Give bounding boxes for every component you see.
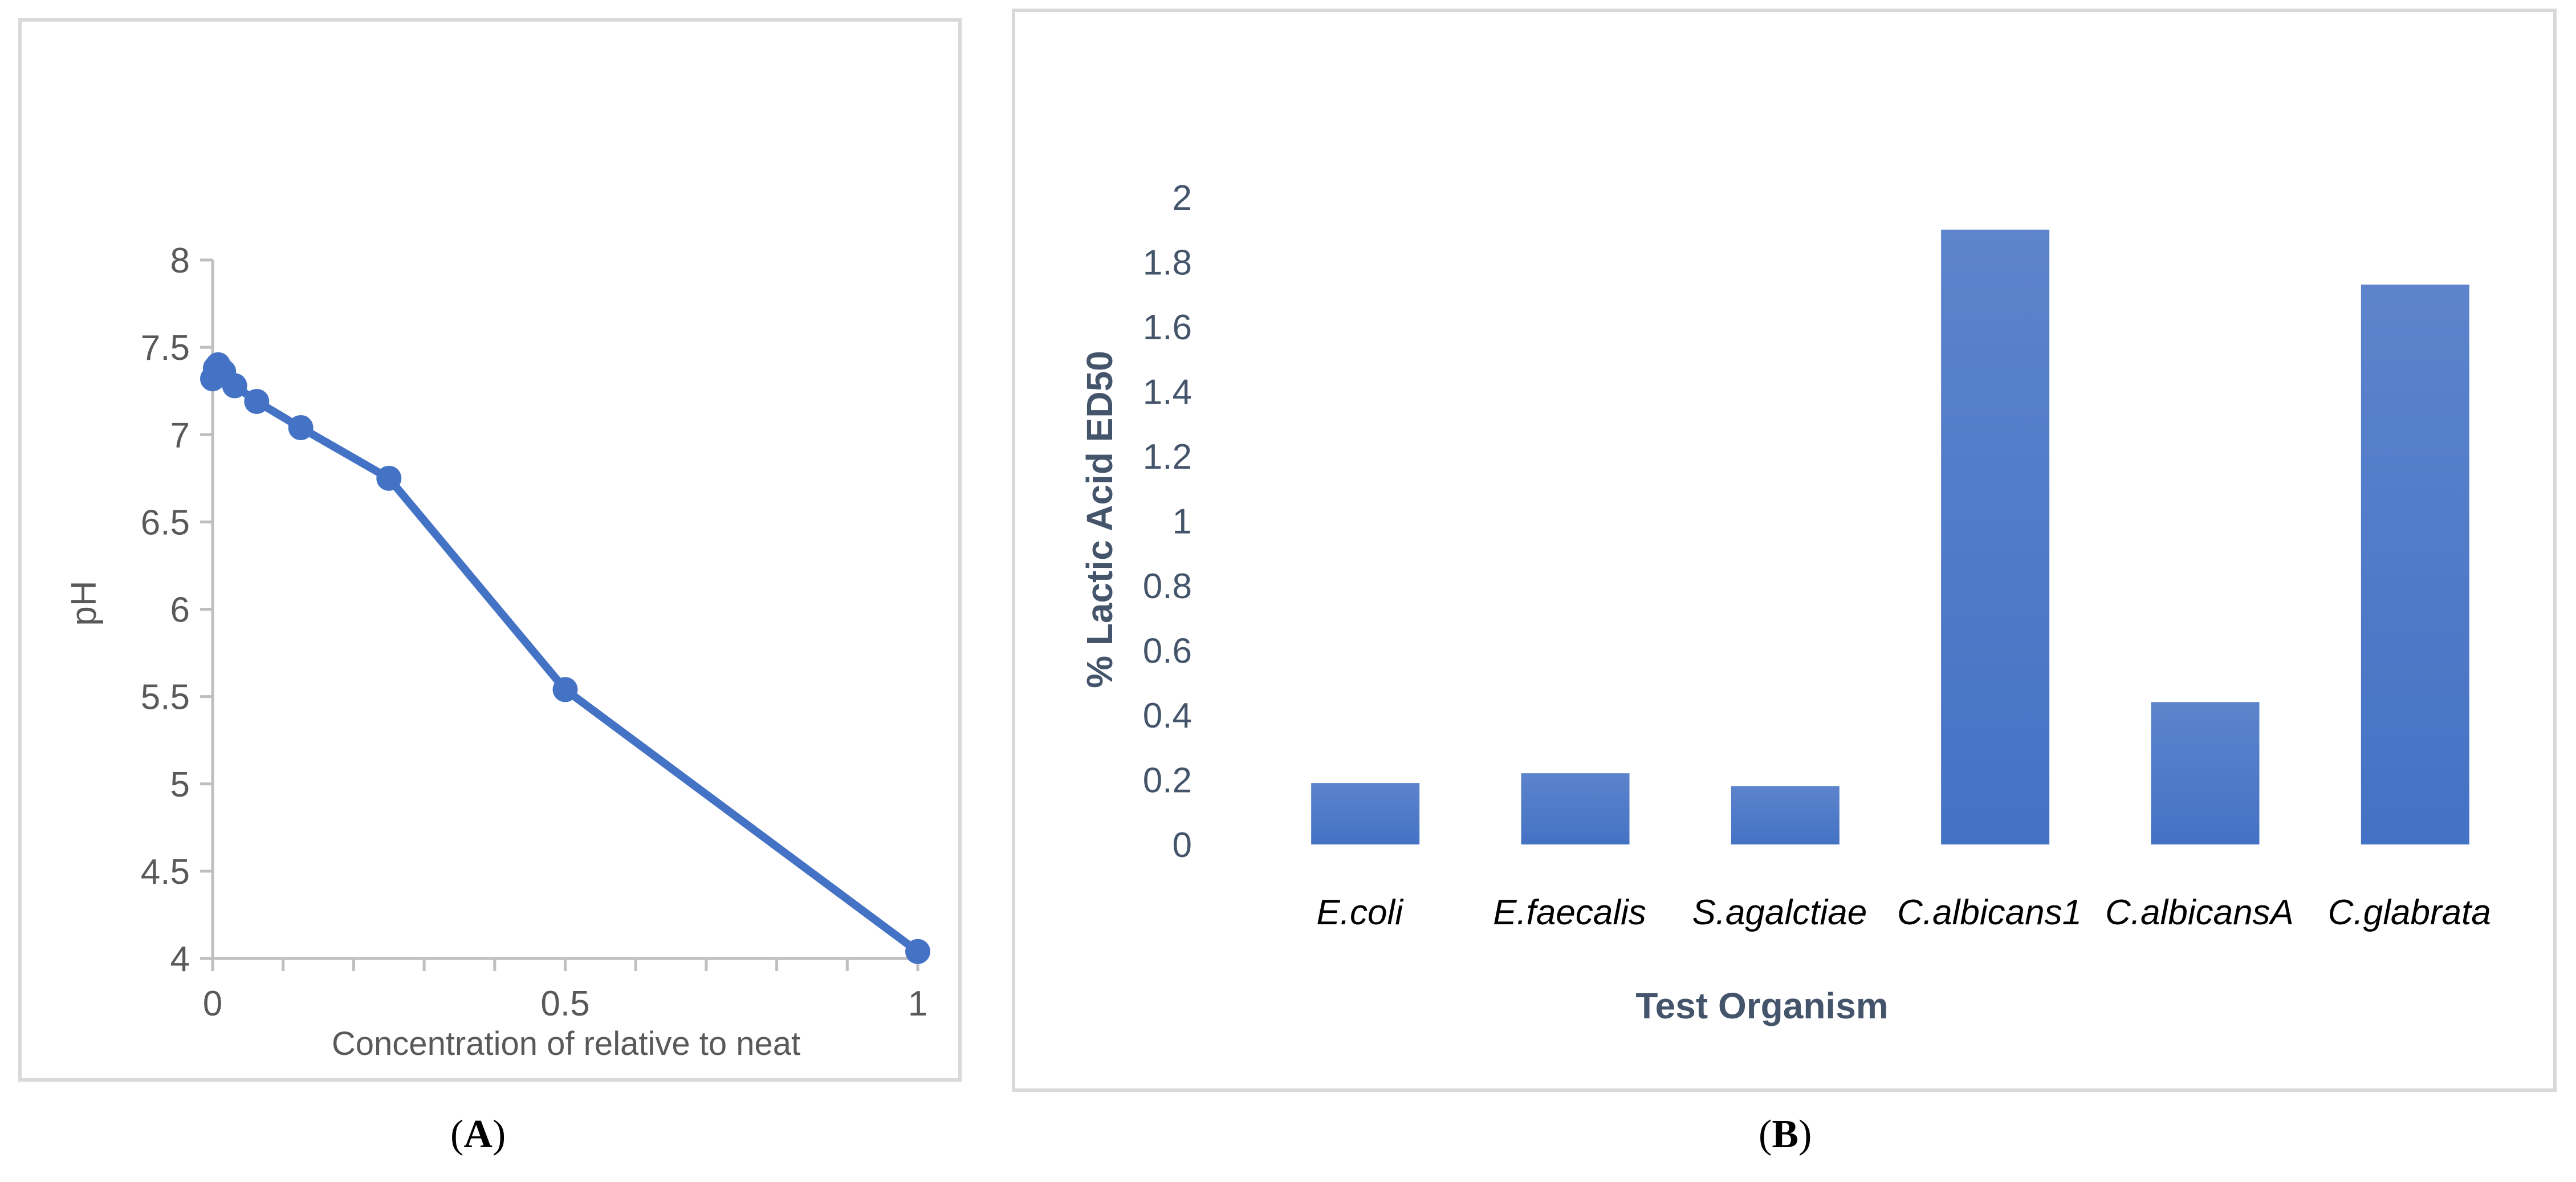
y-tick-label: 0 (1173, 826, 1192, 865)
y-tick-label: 1.4 (1143, 373, 1192, 412)
category-label: C.albicansA (2105, 893, 2294, 932)
y-tick-label: 1.8 (1143, 243, 1192, 283)
y-tick-label: 0.6 (1143, 632, 1192, 671)
bar (1941, 229, 2050, 844)
x-axis-title: Test Organism (1635, 985, 1888, 1026)
y-tick-label: 0.4 (1143, 696, 1192, 736)
caption-a: (A) (450, 1112, 506, 1156)
data-point (552, 677, 578, 702)
chart-panel-a: 4 4.5 5 5.5 6 6.5 7 7.5 8 0 0.5 1 Concentration of r… (18, 18, 962, 1082)
category-label: C.albicans1 (1897, 893, 2082, 932)
category-label: S.agalctiae (1692, 893, 1867, 932)
data-point (288, 415, 314, 440)
y-tick-label: 7.5 (141, 328, 190, 368)
y-tick-label: 5 (170, 765, 190, 805)
bar (2361, 285, 2469, 845)
y-tick-label: 2 (1173, 178, 1192, 218)
y-tick-label: 1.6 (1143, 308, 1192, 347)
x-tick-label: 0 (203, 984, 222, 1023)
category-label: E.faecalis (1493, 893, 1646, 932)
bar (1521, 773, 1630, 844)
y-axis-title: % Lactic Acid ED50 (1079, 351, 1120, 688)
y-tick-label: 6 (170, 591, 190, 630)
caption-b: (B) (1759, 1112, 1812, 1156)
x-tick-label: 0.5 (540, 984, 589, 1023)
chart-panel-b: 0 0.2 0.4 0.6 0.8 1 1.2 1.4 1.6 1.8 2 E.coli E.faeca… (1012, 9, 2557, 1092)
y-tick-label: 0.2 (1143, 761, 1192, 801)
y-tick-label: 4.5 (141, 852, 190, 892)
data-point (222, 373, 247, 399)
line-chart-svg: 4 4.5 5 5.5 6 6.5 7 7.5 8 0 0.5 1 Concentration of r… (64, 241, 930, 1062)
y-tick-label: 8 (170, 241, 190, 281)
bar (2151, 702, 2260, 844)
bar (1731, 786, 1840, 844)
data-point (905, 939, 930, 964)
x-axis-title: Concentration of relative to neat (332, 1025, 800, 1062)
y-tick-label: 1 (1173, 502, 1192, 542)
category-label: E.coli (1316, 893, 1404, 932)
y-tick-label: 6.5 (141, 503, 190, 542)
bar (1311, 783, 1420, 844)
y-axis-title: pH (64, 580, 104, 625)
y-tick-label: 0.8 (1143, 567, 1192, 606)
category-label: C.glabrata (2328, 893, 2491, 932)
bar-chart-svg: 0 0.2 0.4 0.6 0.8 1 1.2 1.4 1.6 1.8 2 E.coli E.faeca… (1079, 178, 2491, 1026)
data-point (376, 465, 402, 491)
data-point (244, 389, 270, 415)
y-tick-label: 5.5 (141, 678, 190, 717)
y-tick-label: 1.2 (1143, 437, 1192, 477)
x-tick-label: 1 (908, 984, 927, 1023)
y-tick-label: 4 (170, 940, 190, 979)
y-tick-label: 7 (170, 416, 190, 455)
series-line (209, 360, 921, 955)
